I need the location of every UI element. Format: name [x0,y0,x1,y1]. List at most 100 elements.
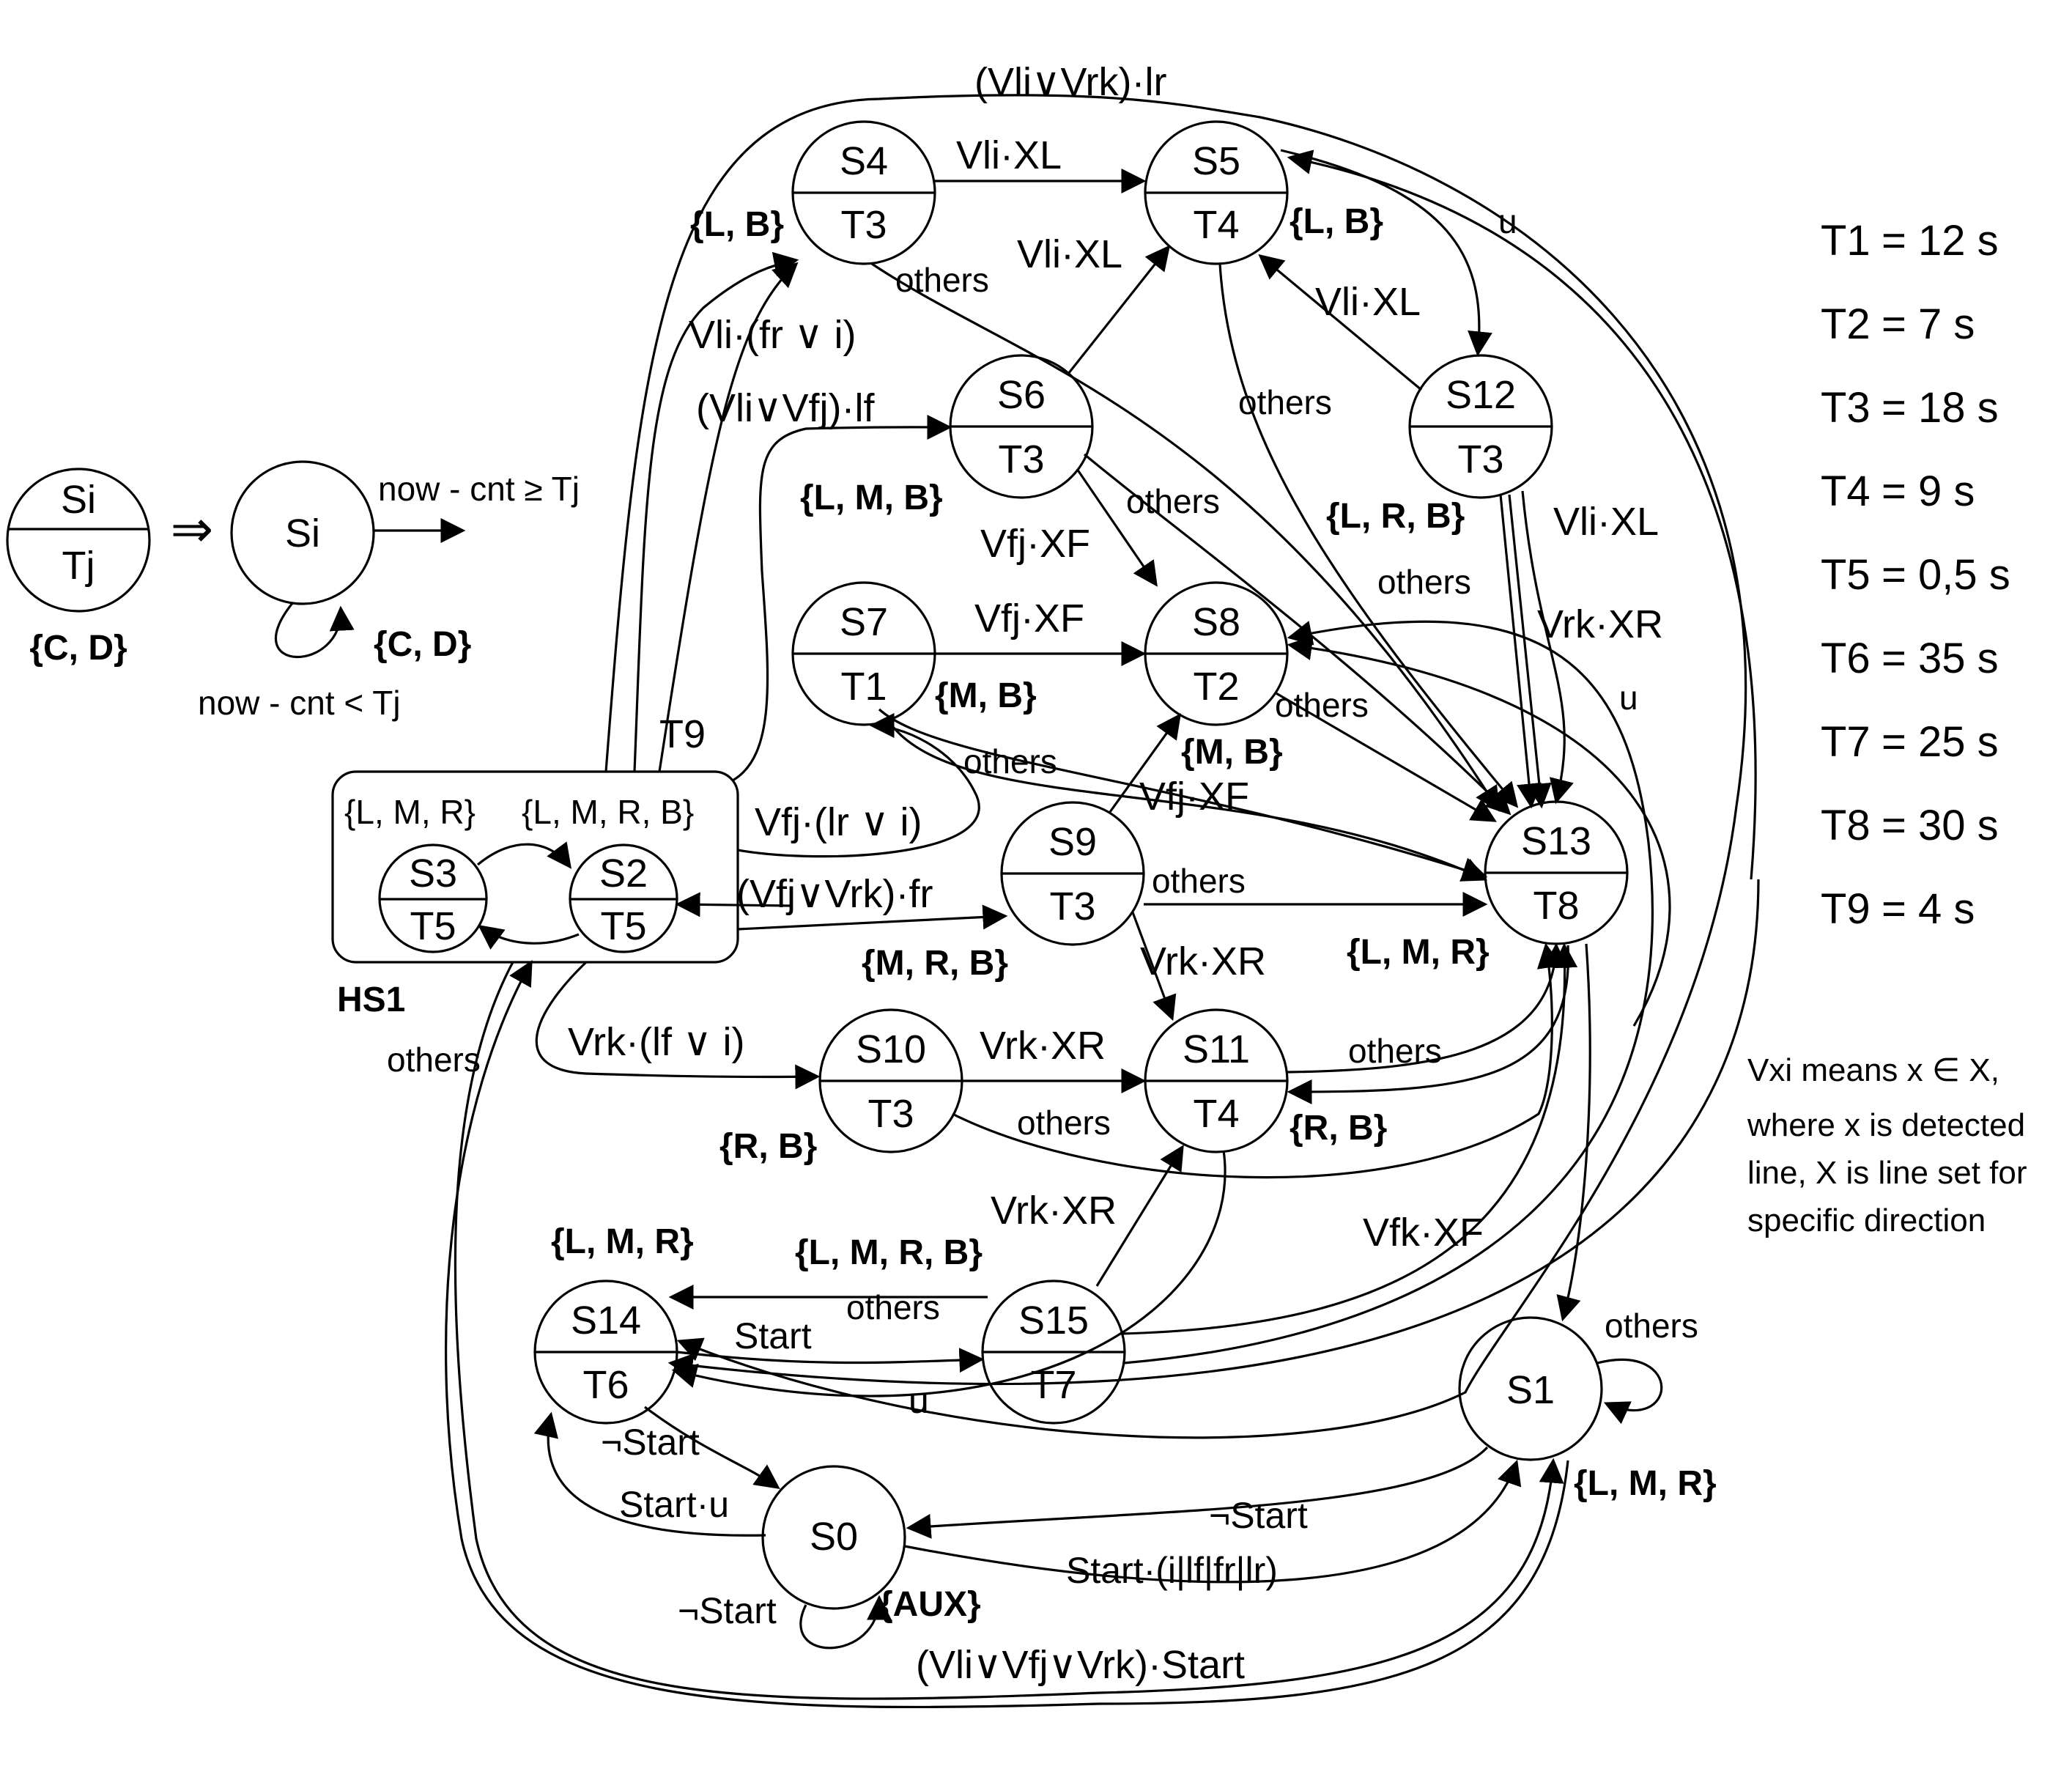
label-s1-s0: ¬Start [1209,1495,1308,1536]
s5-outputs: {L, B} [1290,202,1383,241]
note-line4: specific direction [1747,1203,1986,1238]
s6-outputs: {L, M, B} [800,479,943,517]
arrow-s12-s5 [1258,254,1423,391]
note-line1: Vxi means x ∈ X, [1747,1052,1999,1088]
arrow-s11-s14 [671,1150,1226,1397]
label-s5-others: others [1238,383,1332,421]
s8-time: T2 [1193,665,1239,709]
s11-label: S11 [1183,1027,1250,1071]
arrow-hs-s1 [658,262,799,772]
arrow-s10-s13 [952,942,1562,1179]
arrow-s11-s13 [1287,942,1569,1074]
legend-outputs2: {C, D} [374,625,471,664]
label-right-u: u [1619,679,1638,717]
timing-value-5: = 0,5 s [1882,551,2010,599]
arrow-s3-s2 [476,841,572,869]
arrow-s6-s13 [1083,453,1512,816]
s7-label: S7 [840,600,888,644]
arrow-top-arc [604,94,1747,1439]
s11-outputs: {R, B} [1290,1109,1387,1148]
s7-outputs: {M, B} [935,676,1037,715]
s10-time: T3 [867,1092,914,1136]
s10-outputs: {R, B} [719,1127,817,1166]
s7-time: T1 [840,665,887,709]
timing-value-8: = 30 s [1882,802,1999,849]
arrow-s6-s5 [1067,245,1171,374]
s12-label: S12 [1446,373,1516,417]
arrow-s0-s14 [533,1411,766,1537]
label-hs-s7: Vfj·(lr ∨ i) [755,800,922,844]
arrow-s15-s13 [1120,942,1578,1335]
arrow-s9-hs [675,892,792,917]
label-s1-loop: others [1605,1307,1698,1345]
s0-node [761,1465,906,1610]
arrow-s9-s13a [878,708,1488,882]
timing-value-6: = 35 s [1882,635,1999,682]
s15-outputs: {L, M, R, B} [795,1233,983,1272]
label-s6-s5: Vli·XL [1017,232,1122,276]
arrow-hs-s6 [732,414,952,782]
s2-time: T5 [600,904,646,948]
label-s0-loop: ¬Start [678,1590,777,1631]
arrow-s12-s13c [1521,490,1574,805]
label-hs-s4: Vli·(fr ∨ i) [689,313,856,357]
arrow-big-s14 [667,879,1760,1386]
s11-time: T4 [1193,1092,1239,1136]
timing-name-1: T1 [1821,217,1871,265]
label-s9-s8: Vfj·XF [1139,775,1249,819]
arrow-s8-s11-return [1287,635,1671,1027]
s9-label: S9 [1048,820,1097,864]
s14-label: S14 [571,1299,641,1343]
label-s5-s12: u [1498,202,1517,240]
label-top-arc: (Vli∨Vrk)·lr [974,60,1166,104]
s3-label: S3 [409,852,457,895]
label-hs-s9: (Vfj∨Vrk)·fr [736,872,933,916]
arrow-s2-s3 [478,924,580,950]
arrow-s14-s15 [676,1348,985,1373]
timing-name-3: T3 [1821,384,1871,432]
arrow-s0-loop [799,1595,892,1650]
timing-value-1: = 12 s [1882,217,1999,265]
s0-outputs: {AUX} [879,1585,981,1624]
s13-label: S13 [1521,819,1591,863]
label-s4-others: others [895,261,989,299]
s4-outputs: {L, B} [690,205,784,244]
label-s12-others: others [1377,563,1471,601]
arrow-s15-s11 [1095,1145,1184,1287]
arrow-s0-s1 [904,1459,1522,1584]
legend-example [6,460,466,659]
s1-label: S1 [1506,1368,1555,1412]
legend-state-name: Si [61,478,96,522]
s13-time: T8 [1533,884,1579,928]
label-hs-others: others [387,1041,481,1079]
label-s9-s11: Vrk·XR [1140,939,1266,983]
label-s7-s8: Vfj·XF [974,597,1084,640]
timing-value-3: = 18 s [1882,384,1999,432]
arrow-s8-s13 [1274,691,1497,822]
arrow-bottom-arc-b [445,960,1569,1709]
arrow-s4-s13 [871,262,1500,812]
s6-label: S6 [997,373,1046,417]
arrow-hs-s4 [633,251,799,772]
label-s8-others: others [1275,686,1369,724]
s14-outputs: {L, M, R} [551,1222,694,1261]
label-hs-s1: T9 [659,712,706,756]
arrow-hs-s7 [737,713,980,858]
s5-time: T4 [1193,203,1239,247]
timing-name-6: T6 [1821,635,1871,682]
note-line2: where x is detected [1747,1107,2025,1143]
s9-outputs: {M, R, B} [862,944,1008,983]
legend-state-time: Tj [62,544,95,588]
timing-value-2: = 7 s [1882,300,1975,348]
label-s6-s8: Vfj·XF [980,522,1090,566]
s1-node [1458,1316,1603,1461]
timing-name-5: T5 [1821,551,1871,599]
timing-value-4: = 9 s [1882,468,1975,515]
hs1-name: HS1 [337,980,405,1019]
s4-time: T3 [840,203,887,247]
label-s6-others: others [1126,482,1220,520]
arrow-s5-s12 [1280,149,1492,357]
s14-time: T6 [582,1363,629,1407]
s2-label: S2 [599,852,648,895]
